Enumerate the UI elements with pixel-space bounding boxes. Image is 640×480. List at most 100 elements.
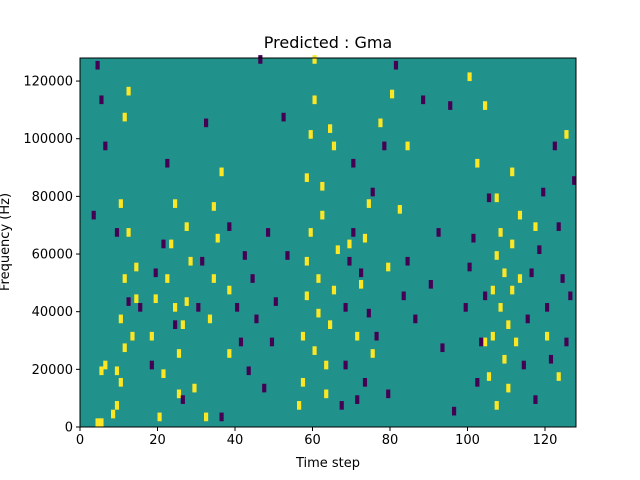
heatmap-cell-low <box>246 366 251 376</box>
heatmap-cell-high <box>188 256 193 266</box>
heatmap-cell-high <box>486 372 492 381</box>
heatmap-cell-high <box>506 320 511 329</box>
heatmap-cell-low <box>254 314 259 324</box>
heatmap-cell-high <box>324 389 329 399</box>
chart-title: Predicted : Gma <box>264 33 392 52</box>
heatmap-cell-low <box>200 256 205 266</box>
y-tick-label: 120000 <box>23 75 73 90</box>
heatmap-cell-low <box>355 395 360 404</box>
heatmap-cell-high <box>118 199 123 208</box>
heatmap-cell-high <box>502 354 507 364</box>
heatmap-cell-high <box>118 314 123 324</box>
heatmap-cell-high <box>510 239 515 249</box>
heatmap-cell-high <box>494 193 499 203</box>
heatmap-cell-high <box>564 130 569 139</box>
heatmap-cell-high <box>169 239 174 249</box>
heatmap-cell-high <box>215 233 220 243</box>
heatmap-cell-high <box>173 303 178 312</box>
heatmap-cell-low <box>401 291 406 301</box>
heatmap-cell-high <box>320 181 325 191</box>
plot-area <box>79 55 577 428</box>
heatmap-cell-high <box>517 274 523 283</box>
heatmap-cell-high <box>126 86 131 96</box>
heatmap-cell-low <box>393 60 399 70</box>
heatmap-cell-high <box>176 349 182 358</box>
heatmap-cell-low <box>165 158 170 168</box>
heatmap-cell-low <box>440 343 445 353</box>
heatmap-cell-low <box>262 383 267 393</box>
heatmap-cell-low <box>99 95 104 105</box>
heatmap-cell-high <box>483 337 488 347</box>
heatmap-cell-high <box>122 274 127 283</box>
heatmap-cell-low <box>180 395 185 404</box>
heatmap-cell-low <box>339 401 344 410</box>
y-tick-label: 0 <box>65 421 73 436</box>
heatmap-cell-high <box>490 331 495 341</box>
heatmap-cell-low <box>436 228 441 237</box>
heatmap-cell-high <box>386 262 391 272</box>
heatmap-cell-high <box>347 239 352 249</box>
heatmap-cell-high <box>545 331 550 341</box>
heatmap-cell-low <box>467 262 472 272</box>
heatmap-cell-low <box>359 268 364 278</box>
heatmap-cell-high <box>308 130 313 139</box>
heatmap-cell-low <box>273 297 278 306</box>
heatmap-cell-low <box>153 268 158 278</box>
heatmap-cell-high <box>475 158 480 168</box>
heatmap-cells <box>91 55 577 427</box>
heatmap-cell-low <box>521 360 526 370</box>
heatmap-cell-high <box>176 389 182 399</box>
x-tick-label: 60 <box>304 433 321 448</box>
heatmap-cell-low <box>560 274 565 283</box>
heatmap-cell-low <box>103 141 108 151</box>
heatmap-cell-low <box>227 222 232 231</box>
heatmap-cell-high <box>312 55 317 64</box>
heatmap-cell-high <box>165 274 170 283</box>
heatmap-cell-high <box>331 285 337 295</box>
heatmap-cell-high <box>114 401 120 410</box>
heatmap-cell-high <box>359 279 364 289</box>
heatmap-cell-high <box>111 409 116 419</box>
heatmap-cell-high <box>126 228 131 237</box>
y-tick-label: 20000 <box>32 363 73 378</box>
heatmap-cell-high <box>204 412 209 422</box>
heatmap-cell-high <box>192 383 197 393</box>
heatmap-cell-high <box>355 331 360 341</box>
heatmap-cell-high <box>122 112 127 122</box>
heatmap-cell-low <box>486 193 492 203</box>
heatmap-cell-low <box>452 406 457 416</box>
heatmap-cell-low <box>362 377 368 387</box>
heatmap-cell-high <box>506 383 511 393</box>
heatmap-cell-high <box>122 343 127 353</box>
heatmap-cell-high <box>556 372 561 381</box>
heatmap-cell-high <box>514 337 519 347</box>
heatmap-cell-low <box>386 389 391 399</box>
heatmap-cell-low <box>556 222 561 231</box>
heatmap-cell-low <box>564 337 569 347</box>
heatmap-cell-high <box>362 233 368 243</box>
heatmap-cell-low <box>238 337 244 347</box>
heatmap-cell-low <box>533 395 538 404</box>
heatmap-cell-low <box>351 158 356 168</box>
heatmap-cell-high <box>324 360 329 370</box>
heatmap-cell-high <box>300 377 306 387</box>
heatmap-cell-low <box>382 141 387 151</box>
heatmap-cell-low <box>374 331 379 341</box>
heatmap-cell-high <box>510 285 515 295</box>
heatmap-cell-high <box>180 320 185 329</box>
heatmap-cell-high <box>370 349 375 358</box>
heatmap-cell-high <box>308 228 313 237</box>
heatmap-cell-low <box>529 268 534 278</box>
heatmap-cell-high <box>316 308 321 318</box>
heatmap-cell-low <box>343 303 348 312</box>
heatmap-cell-high <box>397 205 402 214</box>
heatmap-cell-high <box>99 418 104 427</box>
heatmap-cell-low <box>525 314 530 324</box>
x-tick-label: 20 <box>149 433 166 448</box>
heatmap-cell-high <box>219 167 224 177</box>
x-axis-label: Time step <box>295 456 360 471</box>
y-axis-ticks: 0 20000 40000 60000 80000 100000 120000 <box>23 75 80 436</box>
heatmap-cell-high <box>184 222 189 231</box>
heatmap-cell-high <box>494 251 499 260</box>
heatmap-cell-low <box>258 55 263 64</box>
